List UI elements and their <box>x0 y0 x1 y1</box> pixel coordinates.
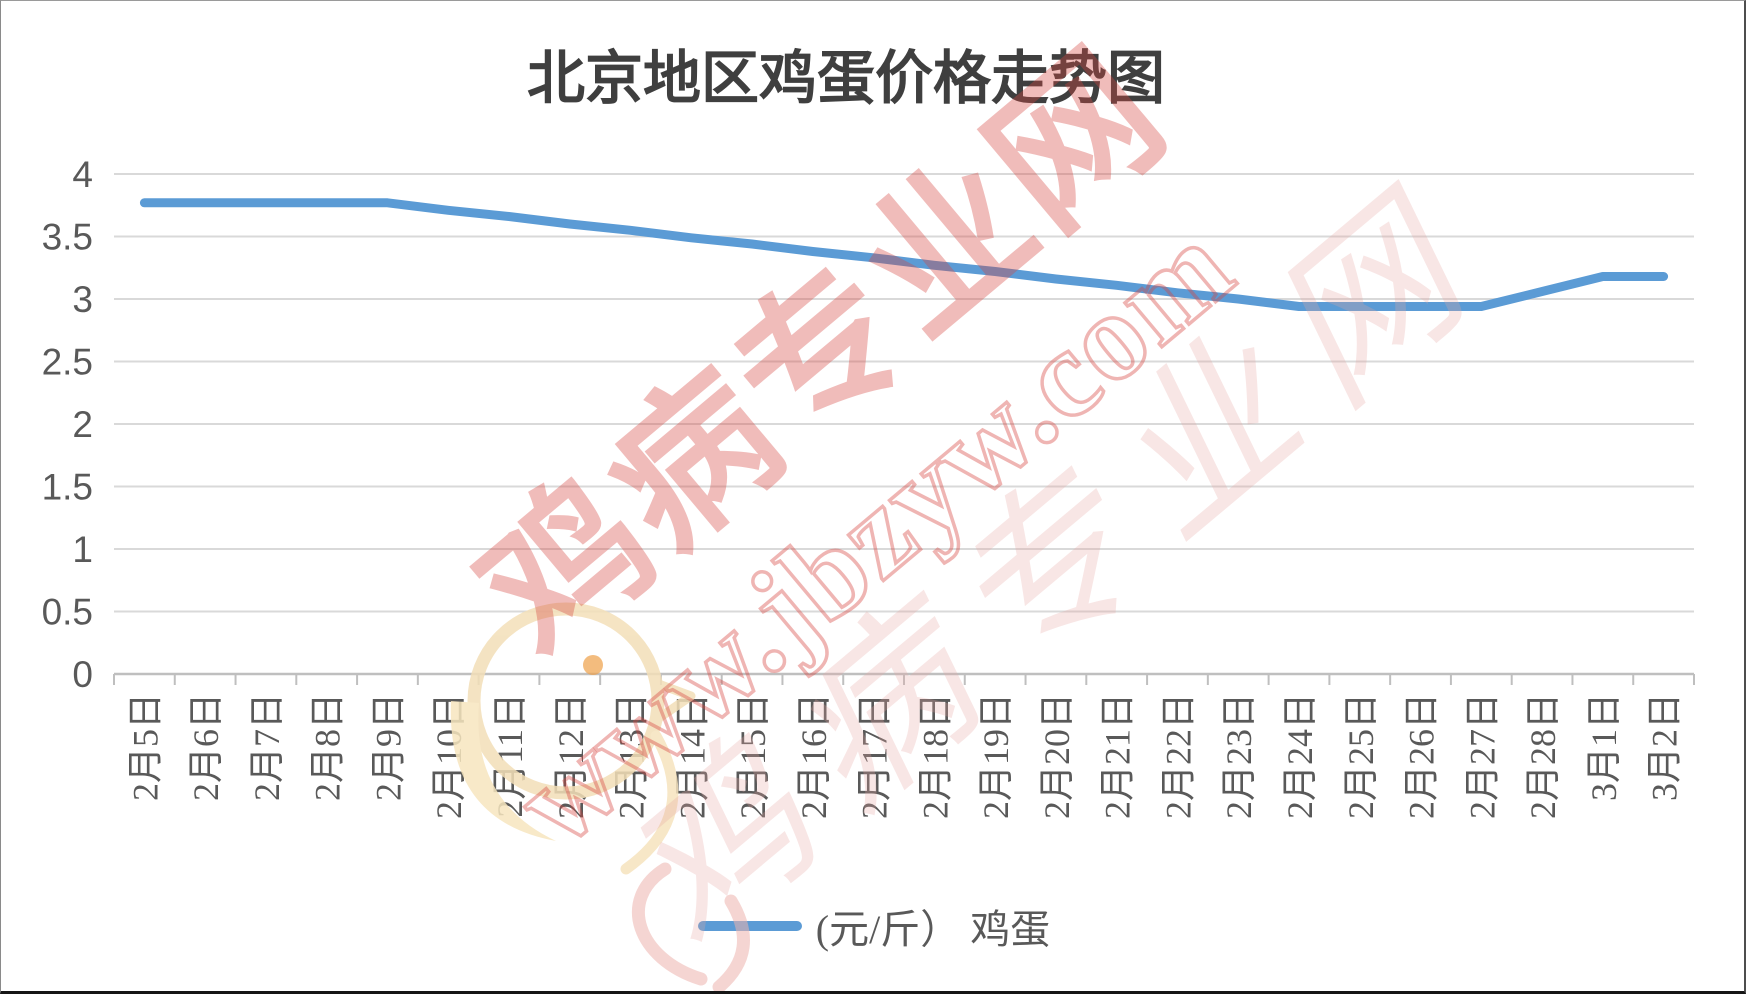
svg-text:3.5: 3.5 <box>42 217 93 258</box>
svg-text:3月1日: 3月1日 <box>1584 693 1624 801</box>
svg-text:2月23日: 2月23日 <box>1219 693 1259 819</box>
svg-text:2月25日: 2月25日 <box>1341 693 1381 819</box>
x-axis <box>113 672 1695 685</box>
svg-text:0.5: 0.5 <box>42 592 93 633</box>
svg-text:2.5: 2.5 <box>42 342 93 383</box>
svg-text:2月10日: 2月10日 <box>429 693 469 819</box>
svg-text:2月21日: 2月21日 <box>1098 693 1138 819</box>
egg-price-series-line <box>139 198 1669 311</box>
svg-text:2月7日: 2月7日 <box>247 693 287 801</box>
svg-text:3: 3 <box>72 279 93 320</box>
svg-text:2月24日: 2月24日 <box>1280 693 1320 819</box>
gridlines <box>114 173 1694 613</box>
legend-series-label: (元/斤） 鸡蛋 <box>815 907 1051 952</box>
svg-text:2: 2 <box>72 404 93 445</box>
svg-text:0: 0 <box>72 654 93 695</box>
svg-text:2月14日: 2月14日 <box>672 693 712 819</box>
svg-text:2月13日: 2月13日 <box>612 693 652 819</box>
legend-line-sample <box>697 921 802 931</box>
svg-text:1: 1 <box>72 529 93 570</box>
svg-text:2月11日: 2月11日 <box>490 693 530 818</box>
svg-text:2月15日: 2月15日 <box>733 693 773 819</box>
legend: (元/斤） 鸡蛋 <box>1 894 1744 958</box>
x-axis-labels: 2月5日 2月6日 2月7日 2月8日 2月9日 2月10日 2月11日 2月12日 2月13日… <box>125 693 1684 819</box>
svg-text:2月26日: 2月26日 <box>1402 693 1442 819</box>
svg-text:3月2日: 3月2日 <box>1645 693 1685 801</box>
svg-text:2月16日: 2月16日 <box>794 693 834 819</box>
svg-text:2月5日: 2月5日 <box>125 693 165 801</box>
svg-text:2月19日: 2月19日 <box>976 693 1016 819</box>
svg-text:2月8日: 2月8日 <box>308 693 348 801</box>
page-title: 北京地区鸡蛋价格走势图 <box>526 46 1166 111</box>
svg-text:2月12日: 2月12日 <box>551 693 591 819</box>
svg-text:2月17日: 2月17日 <box>855 693 895 819</box>
svg-text:2月9日: 2月9日 <box>368 693 408 801</box>
y-axis-labels: 0 0.5 1 1.5 2 2.5 3 3.5 4 <box>42 154 93 695</box>
svg-text:2月20日: 2月20日 <box>1037 693 1077 819</box>
svg-text:2月18日: 2月18日 <box>915 693 955 819</box>
svg-text:1.5: 1.5 <box>42 467 93 508</box>
svg-text:2月28日: 2月28日 <box>1523 693 1563 819</box>
svg-text:2月6日: 2月6日 <box>186 693 226 801</box>
svg-text:4: 4 <box>72 154 93 195</box>
svg-text:2月27日: 2月27日 <box>1462 693 1502 819</box>
svg-text:2月22日: 2月22日 <box>1158 693 1198 819</box>
